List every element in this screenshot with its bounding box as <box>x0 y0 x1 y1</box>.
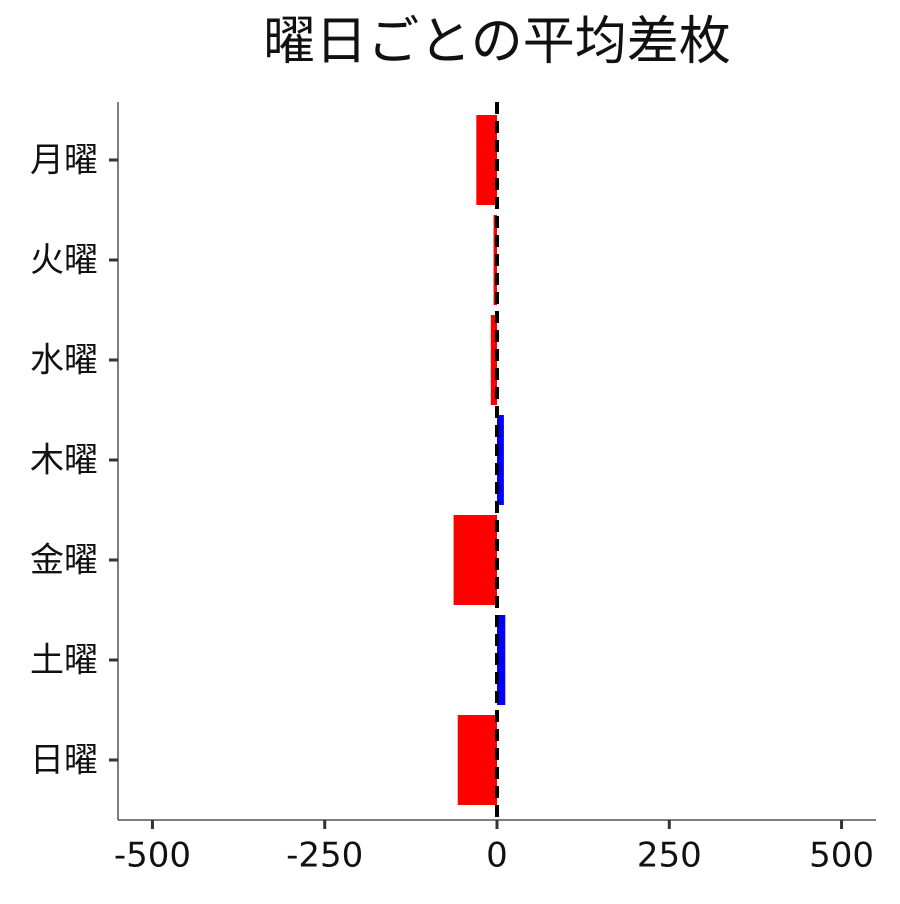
bar <box>490 315 497 405</box>
y-tick-label: 火曜 <box>30 241 98 281</box>
x-tick-label: 0 <box>486 836 508 876</box>
x-tick-label: 250 <box>637 836 702 876</box>
bar <box>497 615 506 705</box>
y-tick-label: 金曜 <box>30 541 98 581</box>
x-tick-label: -250 <box>286 836 363 876</box>
x-tick-label: -500 <box>114 836 191 876</box>
bar <box>497 415 504 505</box>
chart-title: 曜日ごとの平均差枚 <box>263 12 730 72</box>
bar <box>476 115 497 205</box>
y-tick-label: 水曜 <box>30 341 98 381</box>
bar <box>457 715 497 805</box>
y-tick-label: 日曜 <box>30 741 98 781</box>
x-tick-label: 500 <box>809 836 874 876</box>
y-tick-label: 土曜 <box>30 641 98 681</box>
bar <box>453 515 497 605</box>
y-tick-label: 木曜 <box>30 441 98 481</box>
y-tick-label: 月曜 <box>30 141 98 181</box>
